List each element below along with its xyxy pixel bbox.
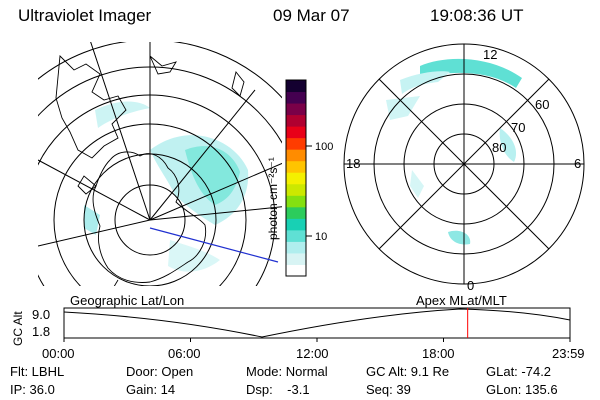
colorbar-cell	[286, 149, 306, 162]
status-flt: Flt: LBHL	[10, 364, 65, 379]
colorbar-cell	[286, 91, 306, 104]
observation-date: 09 Mar 07	[273, 6, 350, 25]
sun-direction-line	[149, 227, 279, 263]
status-gain: Gain: 14	[126, 382, 176, 397]
y-axis-label: GC Alt	[11, 311, 25, 346]
colorbar-cell	[286, 229, 306, 242]
x-tick-label-12: 12:00	[296, 346, 329, 361]
y-tick-1-8: 1.8	[32, 324, 51, 339]
colorbar-cell	[286, 172, 306, 185]
colorbar-cell	[286, 126, 306, 139]
mlat-label-60: 60	[535, 97, 549, 112]
status-glat: GLat: -74.2	[486, 364, 552, 379]
colorbar-cell	[286, 241, 306, 254]
colorbar-cell	[286, 206, 306, 219]
colorbar-cell	[286, 160, 306, 173]
instrument-title: Ultraviolet Imager	[18, 6, 152, 25]
colorbar-cell	[286, 183, 306, 196]
colorbar-tick-label-10: 10	[315, 231, 327, 243]
auroral-emission-left	[84, 101, 249, 272]
observation-time: 19:08:36 UT	[430, 6, 524, 25]
longitude-grid	[38, 42, 282, 247]
colorbar-gradient	[286, 80, 306, 277]
mlt-label-6: 6	[574, 156, 581, 171]
status-door: Door: Open	[126, 364, 194, 379]
colorbar-cell	[286, 114, 306, 127]
x-tick-label-18: 18:00	[422, 346, 455, 361]
altitude-curve	[63, 308, 571, 338]
mlat-label-80: 80	[492, 140, 506, 155]
geographic-map	[38, 42, 282, 286]
polar-mlt-plot: 12 18 6 0 60 70 80	[343, 43, 585, 293]
status-seq: Seq: 39	[366, 382, 411, 397]
colorbar-cell	[286, 137, 306, 150]
y-tick-9: 9.0	[32, 307, 51, 322]
mlt-label-0: 0	[467, 278, 474, 293]
colorbar-unit-label: photon cm⁻²s⁻¹	[266, 157, 280, 240]
colorbar-cell	[286, 80, 306, 93]
colorbar: 100 10 photon cm⁻²s⁻¹	[266, 79, 333, 277]
status-glon: GLon: 135.6	[486, 382, 558, 397]
x-tick-label-2359: 23:59	[552, 346, 585, 361]
colorbar-tick-label-100: 100	[315, 141, 333, 153]
mlat-label-70: 70	[511, 120, 525, 135]
antarctica-coastline	[77, 151, 207, 286]
colorbar-cell	[286, 264, 306, 277]
apex-label: Apex MLat/MLT	[416, 293, 507, 308]
mlt-label-18: 18	[346, 156, 360, 171]
colorbar-cell	[286, 195, 306, 208]
geographic-label: Geographic Lat/Lon	[70, 293, 185, 308]
mlt-label-12: 12	[483, 47, 497, 62]
colorbar-cell	[286, 252, 306, 265]
status-dsp: Dsp: -3.1	[246, 382, 310, 397]
x-tick-label-00: 00:00	[42, 346, 75, 361]
x-tick-label-06: 06:00	[168, 346, 201, 361]
status-mode: Mode: Normal	[246, 364, 328, 379]
status-ip: IP: 36.0	[10, 382, 55, 397]
status-gc-alt: GC Alt: 9.1 Re	[366, 364, 450, 379]
colorbar-cell	[286, 218, 306, 231]
altitude-timeline: GC Alt	[11, 307, 571, 346]
colorbar-cell	[286, 103, 306, 116]
